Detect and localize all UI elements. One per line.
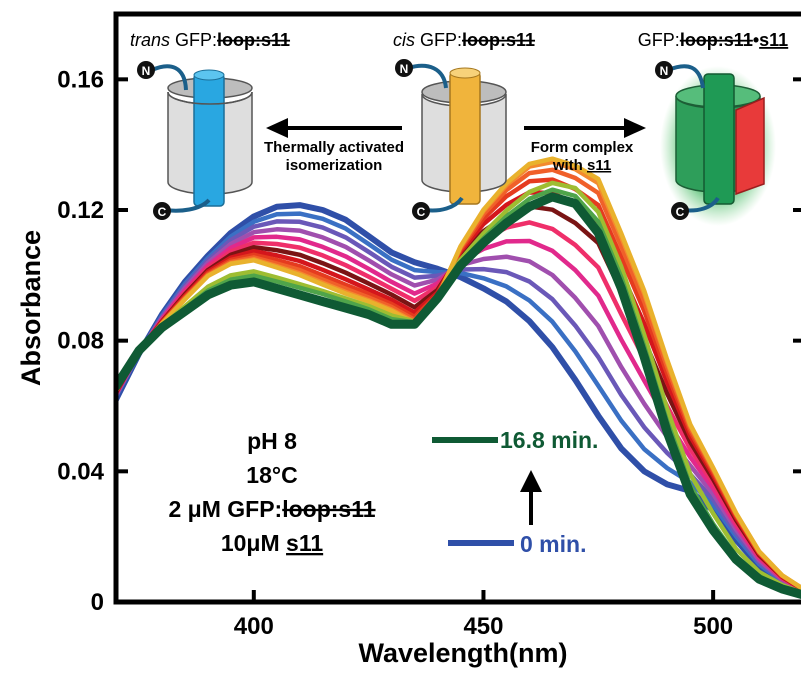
x-axis-title: Wavelength(nm): [359, 638, 568, 668]
trans-n-terminus: [137, 61, 155, 79]
trans-barrel-opening: [167, 91, 253, 105]
x-tick-label: 500: [693, 613, 733, 640]
y-tick-label: 0.04: [57, 458, 104, 485]
cis-gfp-barrel: N C: [395, 59, 507, 220]
isomerization-label-line1: Thermally activated: [264, 139, 404, 156]
cis-helix-top: [449, 67, 481, 79]
complex-s11-strand: [735, 96, 765, 196]
legend-label-16-8-min: 16.8 min.: [500, 427, 598, 453]
isomerization-arrow: Thermally activated isomerization: [264, 118, 404, 174]
complex-c-terminus: [671, 202, 689, 220]
y-tick-label: 0.12: [57, 197, 104, 224]
condition-ph: pH 8: [247, 428, 297, 454]
spectra-curves: [116, 156, 801, 600]
trans-gfp-barrel: N C: [137, 61, 253, 220]
complex-label-line2: with s11: [552, 157, 611, 174]
complex-title: GFP:loop:s11•s11: [638, 30, 788, 50]
y-tick-label: 0: [91, 589, 104, 616]
complex-formation-arrow: Form complex with s11: [524, 118, 646, 174]
cis-n-terminus: [395, 59, 413, 77]
trans-n-linker: [151, 64, 188, 91]
conditions-annotation: pH 8 18°C 2 μM GFP:loop:s11 10μM s11: [168, 428, 375, 556]
x-ticks: 400 450 500: [234, 590, 733, 640]
spectrum-line-9: [116, 167, 801, 591]
legend: 16.8 min. 0 min.: [432, 427, 598, 557]
y-tick-label: 0.16: [57, 66, 104, 93]
isomerization-label-line2: isomerization: [286, 157, 383, 174]
condition-gfp-concentration: 2 μM GFP:loop:s11: [168, 496, 375, 522]
isomerization-diagram: trans GFP:loop:s11 cis GFP:loop:s11 GFP:…: [130, 30, 788, 226]
complex-n-terminus: [655, 61, 673, 79]
plot-frame: [113, 11, 801, 605]
spectrum-line-10: [116, 159, 801, 591]
y-tick-label: 0.08: [57, 328, 104, 355]
trans-helix-top: [193, 69, 225, 81]
condition-temperature: 18°C: [246, 462, 297, 488]
time-arrow-head: [520, 470, 542, 492]
y-axis-title: Absorbance: [16, 230, 46, 386]
cis-chromophore-helix: [449, 71, 481, 205]
y-ticks: 0 0.04 0.08 0.12 0.16: [57, 66, 801, 616]
cis-c-label: C: [417, 205, 426, 219]
trans-c-label: C: [158, 205, 167, 219]
complex-label-line1: Form complex: [531, 139, 634, 156]
condition-s11-concentration: 10μM s11: [221, 530, 324, 556]
complex-arrow-head: [624, 118, 646, 138]
trans-n-label: N: [142, 64, 151, 78]
cis-c-terminus: [412, 202, 430, 220]
complex-chromophore-helix: [703, 73, 735, 205]
isomerization-arrow-head: [266, 118, 288, 138]
spectrum-line-14: [116, 192, 801, 600]
trans-c-terminus: [153, 202, 171, 220]
complex-c-label: C: [676, 205, 685, 219]
x-tick-label: 400: [234, 613, 274, 640]
x-tick-label: 450: [463, 613, 503, 640]
trans-chromophore-helix: [193, 73, 225, 207]
cis-title: cis GFP:loop:s11: [393, 30, 535, 50]
cis-n-label: N: [400, 62, 409, 76]
trans-title: trans GFP:loop:s11: [130, 30, 290, 50]
gfp-s11-complex-barrel: N C: [655, 61, 776, 226]
legend-label-0-min: 0 min.: [520, 531, 586, 557]
spectrum-line-11: [116, 156, 801, 591]
complex-n-label: N: [660, 64, 669, 78]
